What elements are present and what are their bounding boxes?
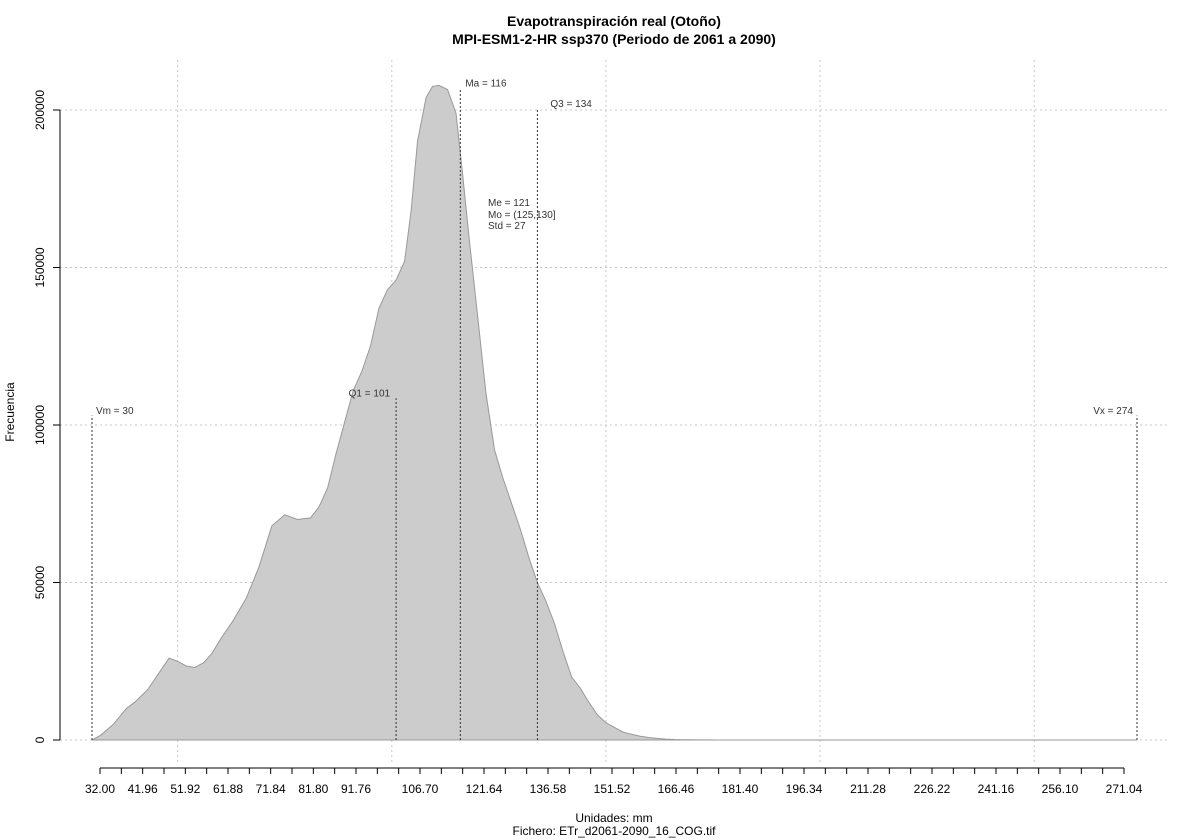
stats-box: Me = 121 Mo = (125,130] Std = 27	[488, 198, 556, 232]
x-tick-label: 41.96	[128, 782, 158, 796]
marker-label: Vm = 30	[96, 406, 134, 417]
x-tick-label: 32.00	[85, 782, 115, 796]
x-tick-label: 121.64	[466, 782, 503, 796]
x-tick-label: 211.28	[850, 782, 886, 796]
marker-label: Q1 = 101	[349, 389, 391, 400]
x-tick-label: 181.40	[722, 782, 759, 796]
density-curve	[91, 84, 1137, 741]
x-tick-label: 136.58	[530, 782, 567, 796]
x-tick-label: 196.34	[786, 782, 823, 796]
chart-title: Evapotranspiración real (Otoño)	[507, 13, 721, 29]
x-tick-label: 256.10	[1042, 782, 1079, 796]
y-tick-label: 150000	[33, 247, 47, 287]
stat-median: Me = 121	[488, 198, 530, 209]
x-tick-label: 151.52	[594, 782, 631, 796]
x-tick-label: 106.70	[402, 782, 439, 796]
x-axis-label: Unidades: mm	[575, 811, 652, 825]
stat-std: Std = 27	[488, 221, 526, 232]
chart-subtitle: MPI-ESM1-2-HR ssp370 (Periodo de 2061 a …	[452, 31, 776, 47]
annotations: Vm = 30 Q1 = 101 Ma = 116 Q3 = 134 Vx = 274	[91, 78, 1138, 740]
x-tick-label: 51.92	[170, 782, 200, 796]
x-tick-label: 91.76	[341, 782, 371, 796]
marker-label: Q3 = 134	[550, 99, 592, 110]
footer-filename: Fichero: ETr_d2061-2090_16_COG.tif	[513, 824, 717, 838]
y-tick-label: 50000	[33, 565, 47, 599]
marker-label: Vx = 274	[1093, 406, 1133, 417]
x-tick-label: 166.46	[658, 782, 695, 796]
x-tick-label: 81.80	[298, 782, 328, 796]
marker-label: Ma = 116	[465, 78, 507, 89]
x-tick-label: 61.88	[213, 782, 243, 796]
density-area	[91, 84, 1137, 741]
y-axis-label: Frecuencia	[3, 382, 17, 442]
stat-mode: Mo = (125,130]	[488, 210, 556, 221]
x-tick-label: 271.04	[1106, 782, 1143, 796]
y-tick-label: 100000	[33, 405, 47, 445]
y-tick-label: 200000	[33, 90, 47, 130]
x-tick-label: 226.22	[914, 782, 951, 796]
axes: 0 50000 100000 150000 200000 32.00 41.96 51.92 6…	[33, 90, 1143, 796]
y-tick-label: 0	[33, 736, 47, 743]
x-tick-label: 71.84	[256, 782, 286, 796]
x-tick-label: 241.16	[978, 782, 1015, 796]
